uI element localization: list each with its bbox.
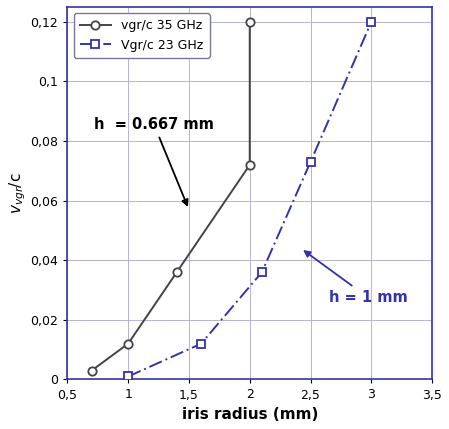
Vgr/c 23 GHz bbox=[308, 159, 313, 164]
Line: vgr/c 35 GHz: vgr/c 35 GHz bbox=[88, 18, 254, 375]
Line: Vgr/c 23 GHz: Vgr/c 23 GHz bbox=[124, 18, 375, 381]
Vgr/c 23 GHz bbox=[125, 374, 131, 379]
Vgr/c 23 GHz bbox=[259, 269, 264, 275]
Vgr/c 23 GHz bbox=[369, 19, 374, 24]
vgr/c 35 GHz bbox=[247, 162, 252, 167]
vgr/c 35 GHz bbox=[247, 19, 252, 24]
X-axis label: iris radius (mm): iris radius (mm) bbox=[181, 407, 318, 422]
Y-axis label: $v_{vgr}$/c: $v_{vgr}$/c bbox=[7, 172, 27, 214]
Vgr/c 23 GHz bbox=[198, 341, 204, 346]
Legend: vgr/c 35 GHz, Vgr/c 23 GHz: vgr/c 35 GHz, Vgr/c 23 GHz bbox=[74, 13, 210, 58]
Text: h = 1 mm: h = 1 mm bbox=[305, 251, 408, 305]
vgr/c 35 GHz bbox=[125, 341, 131, 346]
vgr/c 35 GHz bbox=[174, 269, 180, 275]
Text: h  = 0.667 mm: h = 0.667 mm bbox=[94, 117, 214, 205]
vgr/c 35 GHz bbox=[89, 368, 94, 373]
